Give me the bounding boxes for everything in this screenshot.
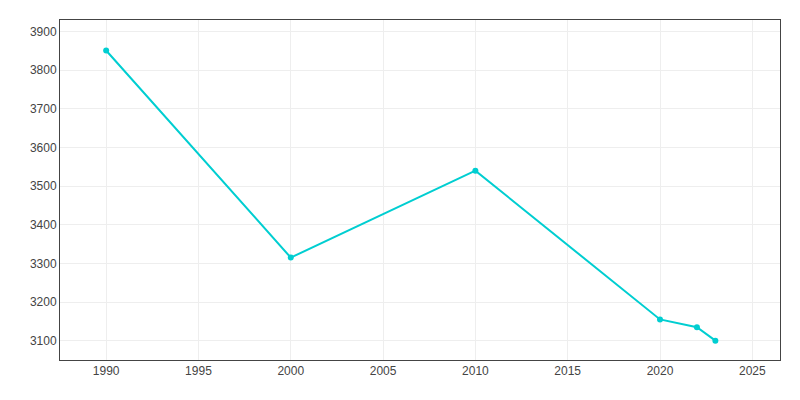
svg-text:3800: 3800 bbox=[30, 63, 57, 77]
svg-text:1995: 1995 bbox=[185, 364, 212, 378]
svg-text:2005: 2005 bbox=[370, 364, 397, 378]
svg-text:2025: 2025 bbox=[739, 364, 766, 378]
svg-text:3200: 3200 bbox=[30, 295, 57, 309]
svg-text:2015: 2015 bbox=[554, 364, 581, 378]
svg-text:3900: 3900 bbox=[30, 25, 57, 39]
svg-text:3400: 3400 bbox=[30, 218, 57, 232]
svg-text:3700: 3700 bbox=[30, 102, 57, 116]
svg-text:2020: 2020 bbox=[647, 364, 674, 378]
svg-text:3100: 3100 bbox=[30, 334, 57, 348]
svg-text:3600: 3600 bbox=[30, 141, 57, 155]
svg-text:3500: 3500 bbox=[30, 179, 57, 193]
svg-text:1990: 1990 bbox=[93, 364, 120, 378]
svg-text:2000: 2000 bbox=[277, 364, 304, 378]
svg-text:2010: 2010 bbox=[462, 364, 489, 378]
svg-text:3300: 3300 bbox=[30, 257, 57, 271]
